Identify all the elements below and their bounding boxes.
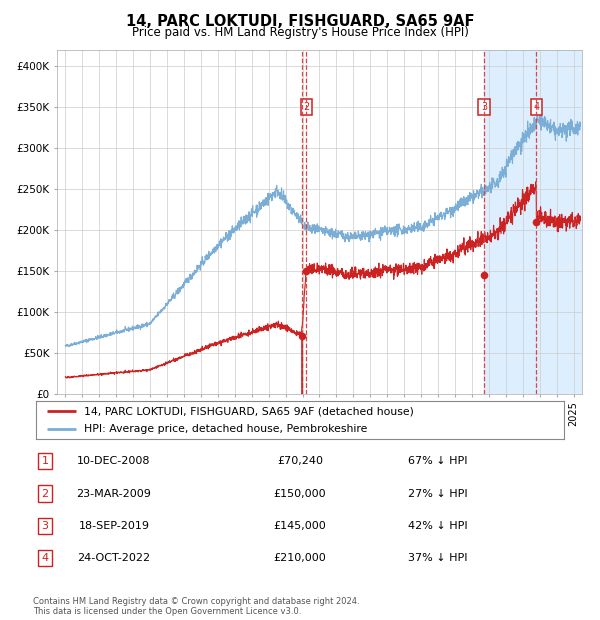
Text: 23-MAR-2009: 23-MAR-2009	[77, 489, 151, 498]
Text: HPI: Average price, detached house, Pembrokeshire: HPI: Average price, detached house, Pemb…	[83, 424, 367, 435]
Bar	[484, 50, 582, 394]
Text: 3: 3	[41, 521, 49, 531]
Text: 27% ↓ HPI: 27% ↓ HPI	[408, 489, 468, 498]
Text: 18-SEP-2019: 18-SEP-2019	[79, 521, 149, 531]
Text: 10-DEC-2008: 10-DEC-2008	[77, 456, 151, 466]
Text: Contains HM Land Registry data © Crown copyright and database right 2024.: Contains HM Land Registry data © Crown c…	[33, 597, 359, 606]
Text: 1: 1	[41, 456, 49, 466]
Text: £150,000: £150,000	[274, 489, 326, 498]
Text: £145,000: £145,000	[274, 521, 326, 531]
Text: Price paid vs. HM Land Registry's House Price Index (HPI): Price paid vs. HM Land Registry's House …	[131, 26, 469, 39]
Text: 2: 2	[41, 489, 49, 498]
Text: This data is licensed under the Open Government Licence v3.0.: This data is licensed under the Open Gov…	[33, 607, 301, 616]
Text: 42% ↓ HPI: 42% ↓ HPI	[408, 521, 468, 531]
Text: 2: 2	[304, 102, 310, 112]
Text: 37% ↓ HPI: 37% ↓ HPI	[408, 553, 468, 563]
Text: 14, PARC LOKTUDI, FISHGUARD, SA65 9AF: 14, PARC LOKTUDI, FISHGUARD, SA65 9AF	[126, 14, 474, 29]
Text: £70,240: £70,240	[277, 456, 323, 466]
Text: 24-OCT-2022: 24-OCT-2022	[77, 553, 151, 563]
Text: 14, PARC LOKTUDI, FISHGUARD, SA65 9AF (detached house): 14, PARC LOKTUDI, FISHGUARD, SA65 9AF (d…	[83, 406, 413, 416]
Text: 67% ↓ HPI: 67% ↓ HPI	[408, 456, 468, 466]
Text: £210,000: £210,000	[274, 553, 326, 563]
Text: 4: 4	[41, 553, 49, 563]
Text: 3: 3	[481, 102, 487, 112]
Text: 4: 4	[533, 102, 539, 112]
